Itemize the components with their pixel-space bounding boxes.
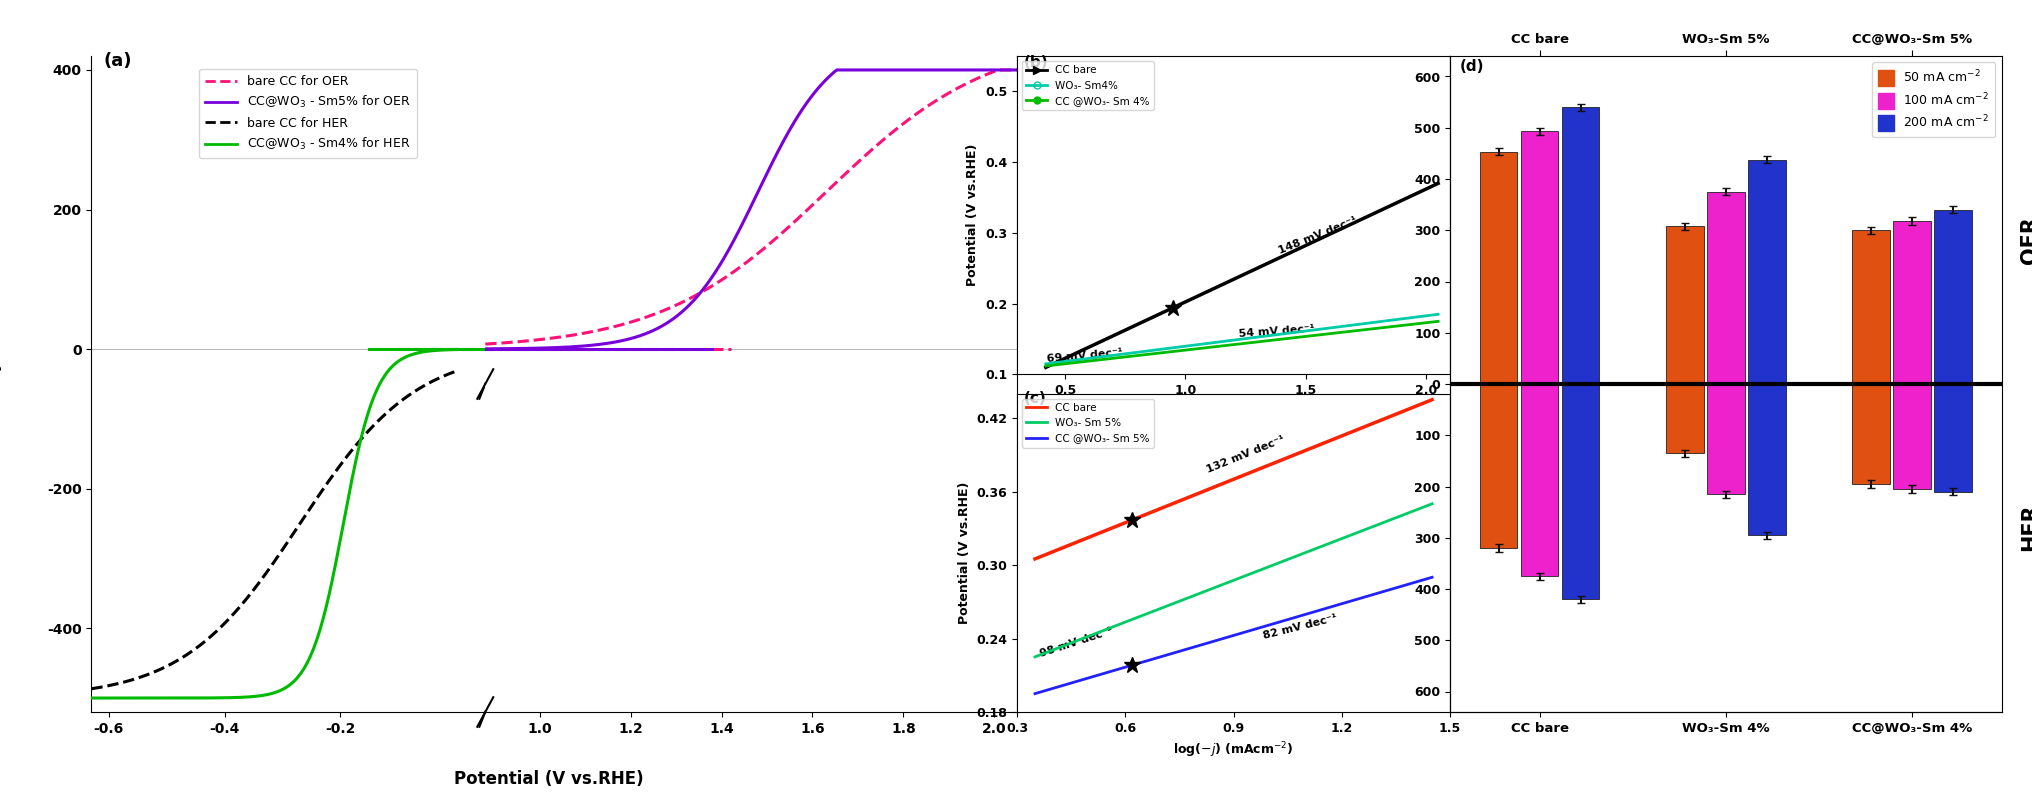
Bar [1563,107,1599,384]
Y-axis label: Potential (V vs.RHE): Potential (V vs.RHE) [967,144,979,286]
Y-axis label: Current density (mAcm$^{-2}$): Current density (mAcm$^{-2}$) [0,272,4,496]
Text: 98 mV dec⁻¹: 98 mV dec⁻¹ [1038,626,1114,659]
Text: (c): (c) [1024,391,1046,406]
X-axis label: log($-j$) (mAcm$^{-2}$): log($-j$) (mAcm$^{-2}$) [1172,402,1294,422]
Text: Potential (V vs.RHE): Potential (V vs.RHE) [453,770,644,788]
Bar [1707,192,1745,384]
Text: (b): (b) [1024,54,1049,70]
Y-axis label: Potential (V vs.RHE): Potential (V vs.RHE) [957,482,971,624]
Bar [1894,384,1930,489]
Legend: 50 mA cm$^{-2}$, 100 mA cm$^{-2}$, 200 mA cm$^{-2}$: 50 mA cm$^{-2}$, 100 mA cm$^{-2}$, 200 m… [1871,62,1995,137]
Text: 69 mV dec⁻¹: 69 mV dec⁻¹ [1046,347,1124,364]
X-axis label: log($-j$) (mAcm$^{-2}$): log($-j$) (mAcm$^{-2}$) [1172,740,1294,760]
Bar [1479,152,1518,384]
Text: (d): (d) [1459,59,1483,74]
Legend: bare CC for OER, CC@WO$_3$ - Sm5% for OER, bare CC for HER, CC@WO$_3$ - Sm4% for: bare CC for OER, CC@WO$_3$ - Sm5% for OE… [199,69,417,158]
Bar [1563,384,1599,599]
Bar [1520,131,1559,384]
Bar [1666,384,1703,453]
Bar [1479,384,1518,548]
Text: 148 mV dec⁻¹: 148 mV dec⁻¹ [1276,215,1359,256]
Bar [1748,159,1786,384]
Text: 132 mV dec⁻¹: 132 mV dec⁻¹ [1205,434,1286,475]
Bar [1520,384,1559,576]
Bar [1707,384,1745,494]
Bar [1934,384,1971,492]
Bar [1894,221,1930,384]
Text: 54 mV dec⁻¹: 54 mV dec⁻¹ [1237,324,1315,339]
Text: (a): (a) [104,53,132,70]
Bar [1853,230,1890,384]
Legend: CC bare, WO₃- Sm4%, CC @WO₃- Sm 4%: CC bare, WO₃- Sm4%, CC @WO₃- Sm 4% [1022,62,1154,110]
Bar [1666,226,1703,384]
Bar [1748,384,1786,535]
Bar [1934,210,1971,384]
Text: OER: OER [2020,217,2032,265]
Bar [1853,384,1890,484]
Legend: CC bare, WO₃- Sm 5%, CC @WO₃- Sm 5%: CC bare, WO₃- Sm 5%, CC @WO₃- Sm 5% [1022,398,1154,447]
Text: HER: HER [2020,504,2032,551]
Text: 82 mV dec⁻¹: 82 mV dec⁻¹ [1262,612,1339,641]
